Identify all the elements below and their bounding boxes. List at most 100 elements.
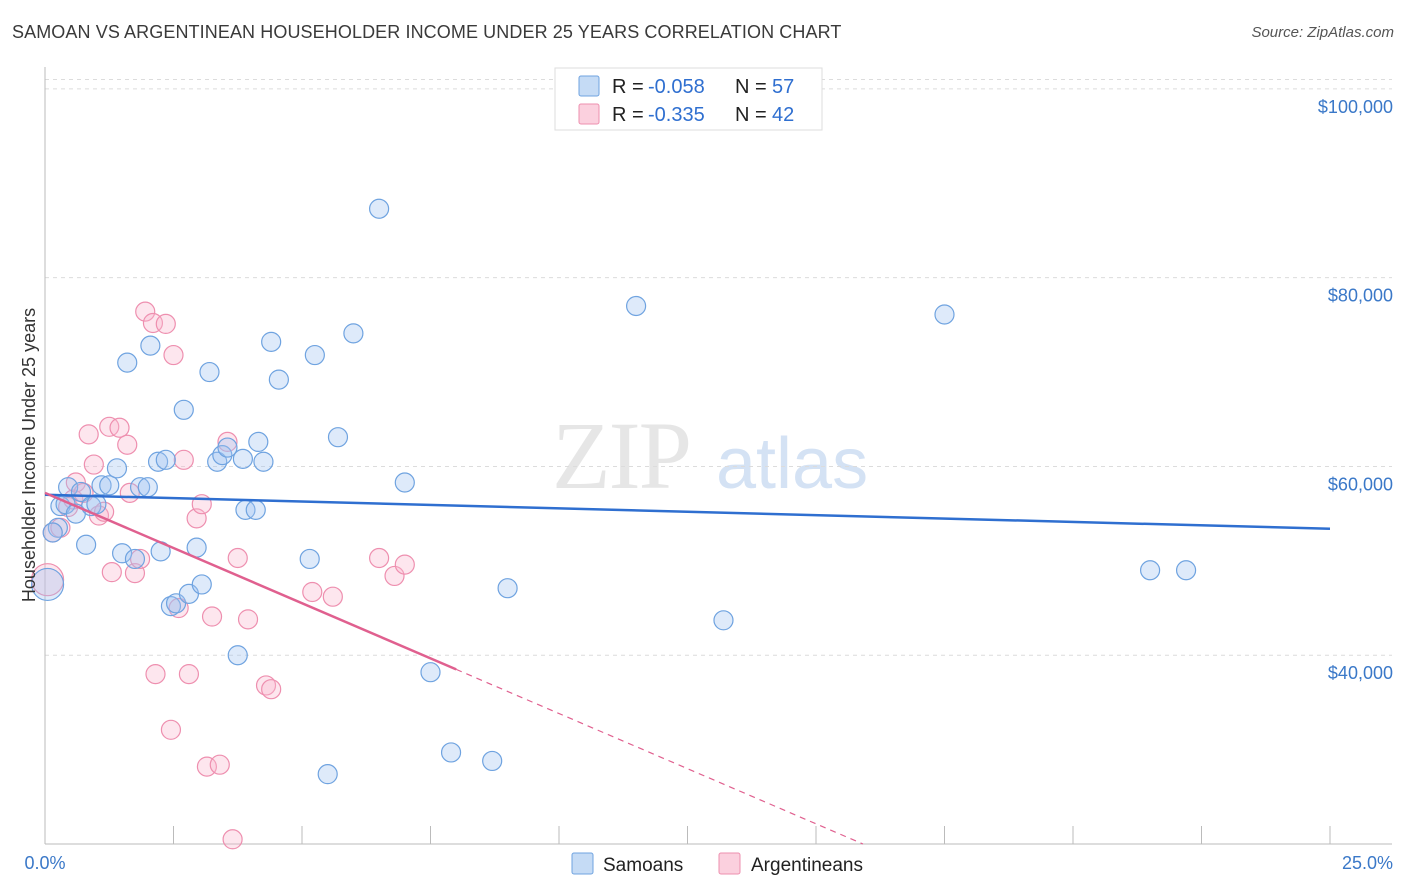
samoan-point <box>99 475 120 496</box>
samoan-point <box>147 451 169 472</box>
legend-n-label-argentinean: N = <box>735 104 767 126</box>
samoan-point <box>713 610 734 631</box>
samoan-point <box>482 750 503 772</box>
legend-r-samoan: -0.058 <box>648 76 705 98</box>
samoan-point <box>327 427 349 448</box>
y-tick-label: $80,000 <box>1328 286 1393 306</box>
samoan-point <box>625 295 647 317</box>
y-tick-label: $60,000 <box>1328 474 1393 494</box>
y-axis-title: Householder Income Under 25 years <box>19 308 39 602</box>
samoan-point <box>248 431 269 452</box>
argentinean-point <box>83 454 104 475</box>
samoan-point <box>155 449 176 470</box>
samoan-point <box>106 458 128 479</box>
samoan-point <box>261 331 282 352</box>
legend-n-label-samoan: N = <box>735 76 767 98</box>
samoan-point <box>440 742 462 763</box>
samoan-point <box>394 472 415 493</box>
samoan-point <box>42 522 63 543</box>
samoan-point <box>497 578 518 599</box>
samoan-point <box>173 399 194 420</box>
samoan-point <box>343 323 364 344</box>
argentinean-point <box>99 416 120 437</box>
samoan-point <box>30 567 65 602</box>
argentinean-point <box>322 586 343 607</box>
argentinean-point <box>369 547 390 569</box>
argentinean-point <box>129 548 151 570</box>
y-tick-label: $100,000 <box>1318 97 1393 117</box>
x-tick-label: 25.0% <box>1342 853 1393 873</box>
samoan-trend-line <box>44 493 1331 530</box>
argentinean-point <box>145 663 166 685</box>
bottom-legend-swatch-samoan <box>571 852 594 875</box>
samoan-point <box>420 662 441 683</box>
samoan-point <box>140 335 161 356</box>
argentinean-point <box>394 554 415 575</box>
bottom-legend-swatch-argentinean <box>718 852 741 875</box>
legend-n-argentinean: 42 <box>772 104 794 126</box>
samoan-point <box>124 548 146 570</box>
samoan-point <box>1175 560 1197 581</box>
legend-n-samoan: 57 <box>772 76 794 98</box>
argentinean-point <box>163 344 184 366</box>
samoan-point <box>137 477 158 498</box>
samoan-point <box>299 548 320 570</box>
samoan-point <box>304 344 325 366</box>
argentinean-point <box>237 609 259 630</box>
x-tick-label: 0.0% <box>24 853 65 873</box>
samoan-point <box>268 369 289 390</box>
legend-r-label-samoan: R = <box>612 76 644 98</box>
argentinean-point <box>384 565 405 587</box>
samoan-point <box>317 764 338 785</box>
argentinean-point <box>135 301 156 322</box>
bottom-legend-argentinean: Argentineans <box>751 855 863 876</box>
argentinean-point <box>201 606 223 627</box>
argentinean-point <box>222 829 243 850</box>
argentinean-point <box>101 562 122 583</box>
argentinean-point <box>117 434 138 455</box>
argentinean-point <box>178 663 200 685</box>
samoan-point <box>232 448 253 469</box>
legend-r-label-argentinean: R = <box>612 104 644 126</box>
chart-title: SAMOAN VS ARGENTINEAN HOUSEHOLDER INCOME… <box>12 22 842 42</box>
bottom-legend-samoan: Samoans <box>603 855 683 876</box>
argentinean-point <box>227 547 248 569</box>
argentinean-trend-extension <box>455 668 864 845</box>
legend-swatch-argentinean <box>578 103 600 125</box>
watermark-zip: ZIP <box>552 402 690 509</box>
argentinean-point <box>78 424 99 445</box>
samoan-point <box>245 499 266 520</box>
samoan-point <box>76 534 97 555</box>
samoan-point <box>58 477 79 498</box>
argentinean-point <box>160 719 182 740</box>
argentinean-point <box>30 563 65 597</box>
samoan-point <box>117 352 138 373</box>
argentinean-point <box>109 417 130 438</box>
argentinean-point <box>261 679 282 700</box>
samoan-point <box>227 645 248 666</box>
samoan-point <box>1139 560 1161 581</box>
argentinean-point <box>302 581 323 603</box>
legend-r-argentinean: -0.335 <box>648 104 705 126</box>
source-label: Source: ZipAtlas.com <box>1251 24 1394 41</box>
argentinean-point <box>173 449 194 470</box>
stats-legend: R = -0.058 N = 57 R = -0.335 N = 42 <box>554 67 823 131</box>
y-tick-label: $40,000 <box>1328 663 1393 683</box>
watermark-atlas: atlas <box>716 424 868 504</box>
argentinean-trend-line <box>44 491 457 671</box>
samoan-point <box>217 437 238 458</box>
legend-swatch-samoan <box>578 75 600 97</box>
samoan-point <box>934 304 955 325</box>
samoan-point <box>253 451 274 472</box>
argentinean-point <box>196 756 218 777</box>
samoan-point <box>369 198 390 219</box>
samoan-point <box>111 543 133 564</box>
samoan-point <box>191 574 212 595</box>
samoan-point <box>199 361 220 383</box>
samoan-point <box>91 475 112 496</box>
argentinean-point <box>217 431 238 452</box>
argentinean-point <box>209 754 230 775</box>
series-legend: Samoans Argentineans <box>571 852 863 876</box>
argentinean-point <box>155 313 176 335</box>
